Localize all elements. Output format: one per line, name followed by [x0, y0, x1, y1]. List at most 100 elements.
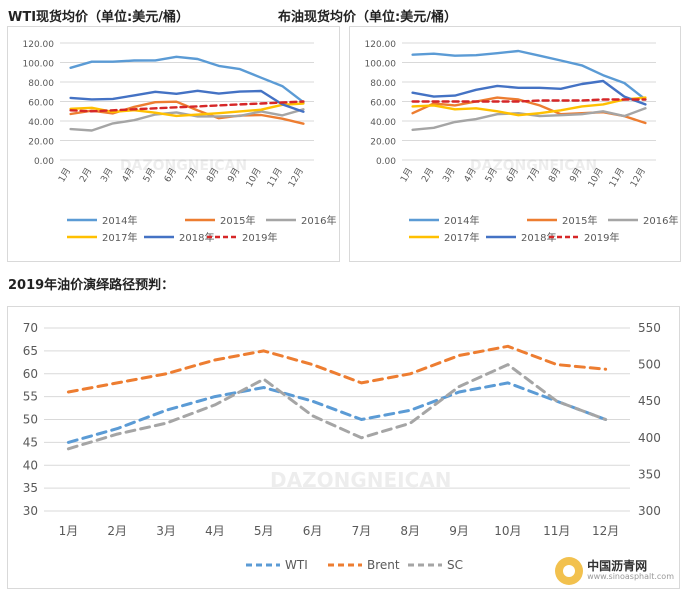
legend-label: 2016年 [301, 214, 336, 227]
x-tick-label: 9月 [568, 166, 585, 184]
x-tick-label: 11月 [607, 166, 627, 189]
x-tick-label: 2月 [77, 166, 94, 184]
series-line-3 [411, 96, 647, 117]
x-tick-label: 9月 [226, 166, 243, 184]
x-tick-label: 7月 [183, 166, 200, 184]
y-tick-label: 60.00 [28, 99, 54, 109]
x-tick-label: 5月 [141, 166, 158, 184]
x-tick-label: 1月 [56, 166, 73, 184]
logo-name: 中国沥青网 [587, 559, 648, 573]
legend-label: 2016年 [643, 214, 678, 227]
y2-tick-label: 300 [638, 504, 661, 518]
y-tick-label: 60.00 [370, 99, 396, 109]
x-tick-label: 12月 [628, 166, 648, 189]
x-tick-label: 2月 [107, 524, 127, 538]
x-tick-label: 10月 [586, 166, 606, 189]
y-tick-label: 0.00 [376, 157, 396, 167]
legend-label: 2018年 [179, 231, 214, 244]
legend-label: 2019年 [242, 231, 277, 244]
series-line-5 [69, 100, 305, 113]
x-tick-label: 8月 [204, 166, 221, 184]
x-tick-label: 11月 [265, 166, 285, 189]
x-tick-label: 10月 [244, 166, 264, 189]
site-logo: 中国沥青网 www.sinoasphalt.com [555, 557, 674, 585]
logo-icon [555, 557, 584, 585]
forecast-chart: 30 35 40 45 50 55 60 65 70 300 350 400 450 500 550 1月 2月… [23, 321, 661, 572]
legend-label: WTI [285, 558, 308, 572]
legend-label: 2014年 [444, 214, 479, 227]
series-line-4 [69, 89, 305, 113]
x-tick-label: 8月 [400, 524, 420, 538]
y-tick-label: 120.00 [23, 40, 55, 50]
legend-label: 2018年 [521, 231, 556, 244]
x-tick-label: 2月 [419, 166, 436, 184]
x-tick-label: 4月 [120, 166, 137, 184]
forecast-chart-panel: 30 35 40 45 50 55 60 65 70 300 350 400 450 500 550 1月 2月… [7, 306, 680, 589]
series-line-0 [69, 55, 305, 104]
x-tick-label: 5月 [483, 166, 500, 184]
y-tick-label: 100.00 [365, 60, 397, 70]
brent-chart-title: 布油现货均价（单位:美元/桶） [278, 10, 457, 25]
x-tick-label: 10月 [494, 524, 521, 538]
x-tick-label: 3月 [441, 166, 458, 184]
y-tick-label: 50 [23, 413, 38, 427]
x-tick-label: 1月 [398, 166, 415, 184]
series-line-3 [69, 102, 305, 118]
y-tick-label: 55 [23, 390, 38, 404]
y-tick-label: 70 [23, 321, 38, 335]
x-tick-label: 4月 [462, 166, 479, 184]
wti-chart-panel: 0.00 20.00 40.00 60.00 80.00 100.00 120.00 1月 2月… [7, 26, 340, 262]
x-tick-label: 6月 [504, 166, 521, 184]
x-tick-label: 1月 [59, 524, 79, 538]
legend-label: SC [447, 558, 463, 572]
brent-chart-panel: 0.00 20.00 40.00 60.00 80.00 100.00 120.00 1月 2月… [349, 26, 681, 262]
legend-label: 2017年 [444, 231, 479, 244]
y-tick-label: 0.00 [34, 157, 54, 167]
series-line-2 [411, 107, 647, 132]
y2-tick-label: 550 [638, 321, 661, 335]
x-tick-label: 3月 [156, 524, 176, 538]
x-tick-label: 7月 [525, 166, 542, 184]
y-tick-label: 80.00 [28, 79, 54, 89]
x-tick-label: 12月 [592, 524, 619, 538]
x-tick-label: 9月 [449, 524, 469, 538]
x-tick-label: 5月 [254, 524, 274, 538]
series-line-2 [66, 363, 608, 451]
series-line-0 [66, 381, 608, 444]
x-tick-label: 8月 [546, 166, 563, 184]
legend-label: 2015年 [562, 214, 597, 227]
y-tick-label: 35 [23, 481, 38, 495]
series-line-0 [411, 49, 647, 101]
y-tick-label: 45 [23, 435, 38, 449]
x-tick-label: 4月 [205, 524, 225, 538]
y-tick-label: 80.00 [370, 79, 396, 89]
y-tick-label: 120.00 [365, 40, 397, 50]
y-tick-label: 30 [23, 504, 38, 518]
y2-tick-label: 350 [638, 467, 661, 481]
legend-label: 2014年 [102, 214, 137, 227]
brent-chart: 0.00 20.00 40.00 60.00 80.00 100.00 120.00 1月 2月… [365, 40, 679, 244]
x-tick-label: 6月 [162, 166, 179, 184]
legend-label: Brent [367, 558, 400, 572]
y-tick-label: 100.00 [23, 60, 55, 70]
legend-label: 2019年 [584, 231, 619, 244]
legend-label: 2015年 [220, 214, 255, 227]
logo-url: www.sinoasphalt.com [587, 572, 674, 582]
y-tick-label: 20.00 [28, 138, 54, 148]
y2-tick-label: 500 [638, 358, 661, 372]
x-tick-label: 6月 [303, 524, 323, 538]
y-tick-label: 40 [23, 458, 38, 472]
x-tick-label: 12月 [286, 166, 306, 189]
y2-tick-label: 400 [638, 431, 661, 445]
y-tick-label: 40.00 [28, 118, 54, 128]
series-line-4 [411, 79, 647, 106]
series-line-5 [411, 98, 647, 103]
x-tick-label: 7月 [352, 524, 372, 538]
forecast-chart-title: 2019年油价演绎路径预判： [8, 278, 175, 293]
wti-chart: 0.00 20.00 40.00 60.00 80.00 100.00 120.00 1月 2月… [23, 40, 337, 244]
x-tick-label: 3月 [99, 166, 116, 184]
y-tick-label: 20.00 [370, 138, 396, 148]
x-tick-label: 11月 [543, 524, 570, 538]
wti-chart-title: WTI现货均价（单位:美元/桶） [8, 10, 189, 25]
y2-tick-label: 450 [638, 394, 661, 408]
